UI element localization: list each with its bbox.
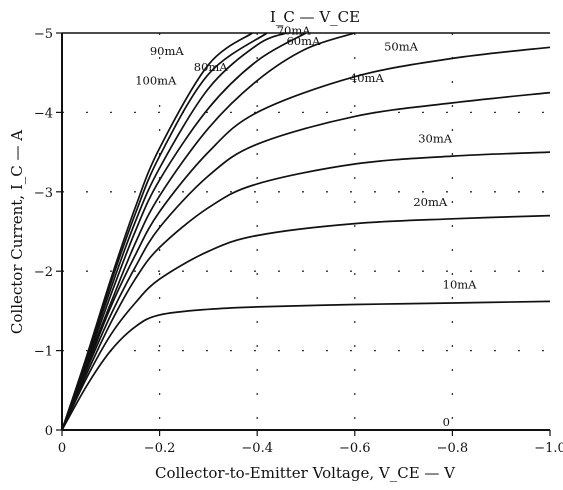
series-label-3: 30mA	[418, 132, 453, 146]
series-line-10	[61, 32, 253, 431]
series-label-7: 70mA	[277, 24, 312, 38]
series-line-5	[61, 46, 551, 431]
x-axis-title: Collector-to-Emitter Voltage, V_CE — V	[155, 464, 456, 482]
series-line-4	[61, 91, 551, 431]
curves	[61, 32, 551, 431]
axes	[56, 32, 551, 436]
x-tick-label-0: 0	[58, 441, 66, 456]
y-tick-label-5: −5	[34, 27, 53, 42]
y-tick-label-4: −4	[34, 106, 53, 121]
series-line-1	[61, 300, 551, 431]
x-tick-label-5: −1.0	[534, 441, 563, 456]
x-tick-label-3: −0.6	[339, 441, 371, 456]
chart-title: I_C — V_CE	[270, 8, 360, 26]
x-tick-label-1: −0.2	[144, 441, 176, 456]
series-line-3	[61, 151, 551, 431]
series-label-5: 50mA	[384, 39, 419, 53]
series-label-8: 80mA	[194, 60, 229, 74]
series-line-2	[61, 214, 551, 431]
series-label-4: 40mA	[350, 71, 385, 85]
tick-labels: 0 −0.2 −0.4 −0.6 −0.8 −1.0 0 −1 −2 −3 −4 −5	[34, 27, 563, 456]
series-line-6	[61, 32, 356, 431]
series-label-1: 10mA	[443, 278, 478, 292]
series-label-9: 90mA	[150, 44, 185, 58]
series-label-2: 20mA	[413, 195, 448, 209]
series-label-10: 100mA	[135, 74, 177, 88]
y-tick-label-2: −2	[34, 265, 53, 280]
y-tick-label-0: 0	[45, 424, 53, 439]
y-tick-label-3: −3	[34, 186, 53, 201]
series-line-7	[61, 32, 307, 431]
y-tick-label-1: −1	[34, 345, 53, 360]
series-label-0: 0	[443, 415, 450, 429]
series-line-9	[61, 32, 268, 431]
x-tick-label-2: −0.4	[241, 441, 273, 456]
x-tick-label-4: −0.8	[437, 441, 469, 456]
series-label-6: 60mA	[286, 34, 321, 48]
y-axis-title: Collector Current, I_C — A	[8, 130, 26, 334]
